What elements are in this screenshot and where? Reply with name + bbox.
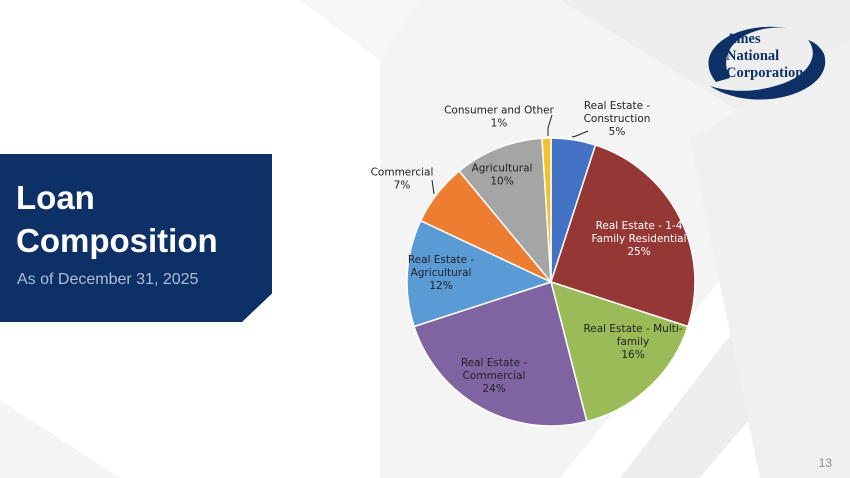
logo-text-line2: National <box>726 48 780 64</box>
leader-line <box>431 179 435 195</box>
page-title-line2: Composition <box>16 222 218 259</box>
data-label: Real Estate -Construction 5% <box>584 100 651 138</box>
pie-slice-real-estate-multi-family <box>549 280 689 423</box>
page-title-line1: Loan <box>16 179 95 216</box>
page-number: 13 <box>818 456 832 470</box>
title-panel: Loan Composition As of December 31, 2025 <box>0 154 272 322</box>
pie-slice-real-estate-commercial <box>413 281 588 427</box>
data-label: Consumer and Other 1% <box>444 105 554 130</box>
data-label: Real Estate -Agricultural 12% <box>408 254 475 292</box>
leader-line <box>547 114 553 136</box>
pie-slice-real-estate-agricultural <box>406 219 554 328</box>
pie-slice-real-estate-1-4-family-residential <box>550 144 696 328</box>
data-label: Real Estate -Commercial 24% <box>461 357 528 395</box>
data-label: Commercial 7% <box>371 167 434 192</box>
company-logo-swoosh <box>708 26 826 100</box>
logo-text-line1: Ames <box>726 31 761 47</box>
logo-text-line3: Corporation <box>726 65 804 81</box>
pie-slice-consumer-and-other <box>541 137 552 283</box>
leader-line <box>571 130 589 138</box>
data-label: Agricultural 10% <box>472 163 533 188</box>
data-label: Real Estate - 1-4 Family Residential 25% <box>592 220 687 258</box>
page-subtitle: As of December 31, 2025 <box>17 271 199 288</box>
pie-slice-agricultural <box>458 137 552 285</box>
data-label: Real Estate - Multi-family 16% <box>583 323 682 361</box>
